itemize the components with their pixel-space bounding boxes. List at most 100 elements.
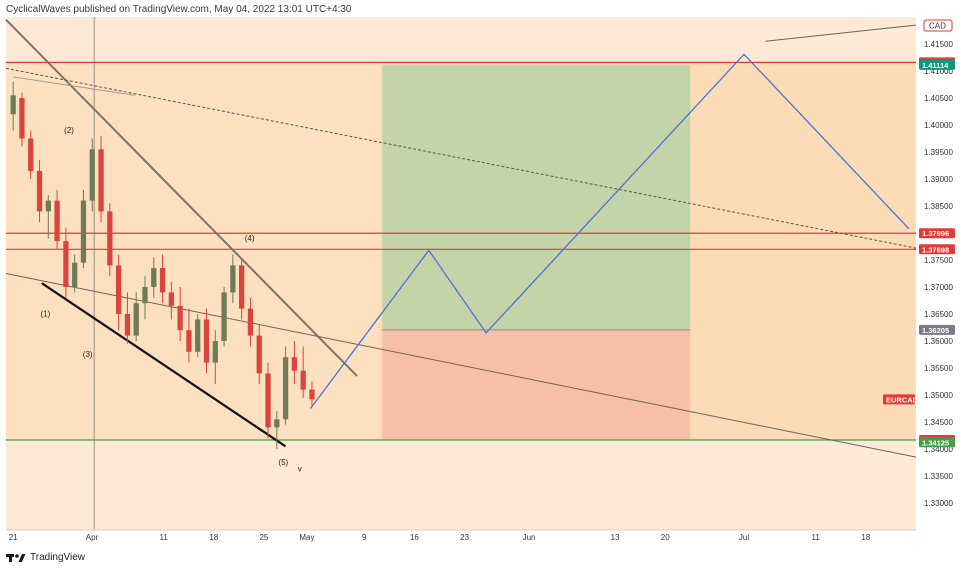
candle-8	[80, 189, 87, 269]
projection-path[interactable]	[309, 53, 910, 409]
wave-label-3: (4)	[245, 234, 255, 243]
x-tick-label: 23	[460, 533, 469, 542]
candle-body	[221, 292, 227, 341]
candle-body	[239, 265, 245, 309]
symbol-tag-label: EURCAD	[886, 395, 919, 404]
candle-33	[300, 346, 306, 398]
symbol-tag: EURCAD	[883, 394, 919, 405]
x-tick-label: 9	[362, 533, 367, 542]
candle-body	[195, 319, 201, 352]
candle-body	[89, 149, 95, 201]
candle-31	[282, 346, 289, 425]
candle-body	[45, 200, 51, 212]
candle-body	[124, 314, 131, 336]
publisher-header: CyclicalWaves published on TradingView.c…	[6, 4, 352, 15]
candle-body	[177, 305, 183, 331]
y-tick-label: 1.34500	[924, 418, 953, 427]
wave-label-2: (3)	[83, 350, 93, 359]
trend-lines[interactable]	[5, 18, 917, 458]
currency-badge: CAD	[923, 19, 953, 32]
price-tags: 1.411601.411141.379961.376981.362051.341…	[883, 19, 955, 448]
price-tag-label: 1.37698	[922, 245, 949, 254]
x-tick-label: 18	[861, 533, 870, 542]
background-zone-3	[6, 17, 916, 63]
candle-body	[10, 95, 16, 115]
candle-14	[133, 292, 139, 341]
y-tick-label: 1.39000	[924, 175, 953, 184]
y-tick-label: 1.33500	[924, 472, 953, 481]
position-loss-zone	[382, 329, 691, 441]
candle-5	[54, 189, 60, 250]
tradingview-logo-icon	[6, 553, 26, 562]
y-tick-label: 1.39500	[924, 148, 953, 157]
y-tick-label: 1.37500	[924, 256, 953, 265]
time-axis-bg	[0, 530, 960, 550]
x-tick-label: 11	[812, 533, 821, 542]
currency-badge-bg	[923, 19, 953, 32]
price-tag-label: 1.37996	[922, 229, 949, 238]
candle-body	[168, 292, 174, 306]
candle-27	[247, 297, 254, 347]
candle-body	[80, 200, 87, 263]
candle-body	[133, 303, 139, 336]
candle-body	[151, 268, 157, 287]
price-tag-1: 1.41114	[919, 59, 955, 70]
wave-labels: (1) (2) (3) (4) (5) v	[41, 126, 302, 474]
candle-body	[98, 149, 104, 212]
candle-15	[142, 276, 148, 320]
tradingview-footer[interactable]: TradingView	[6, 552, 85, 563]
price-tag-4: 1.36205	[919, 324, 955, 335]
candle-body	[265, 373, 271, 428]
y-tick-label: 1.35000	[924, 391, 953, 400]
candle-11	[107, 203, 113, 277]
candle-12	[115, 254, 122, 331]
candle-29	[265, 362, 271, 439]
candle-9	[89, 138, 95, 212]
candle-body	[212, 341, 218, 363]
candle-30	[274, 411, 280, 449]
price-tag-3: 1.37698	[919, 244, 955, 255]
candle-0	[10, 81, 16, 131]
price-tag-label: 1.36205	[922, 326, 949, 335]
position-profit-zone	[382, 64, 691, 330]
price-tag-6: 1.34125	[919, 437, 955, 448]
trend-line-2	[5, 67, 917, 249]
y-tick-label: 1.36500	[924, 310, 953, 319]
candle-4	[45, 195, 51, 239]
candle-32	[291, 341, 298, 385]
long-position-box[interactable]	[382, 64, 691, 441]
projection-polyline	[309, 53, 910, 409]
candle-21	[195, 314, 201, 358]
candle-26	[239, 260, 245, 320]
price-axis[interactable]: 1.33000 1.33500 1.34000 1.34500 1.35000 1.355…	[916, 17, 960, 530]
trend-line-4	[765, 24, 917, 42]
wave-label-0: (1)	[41, 310, 51, 319]
x-tick-label: 25	[259, 533, 268, 542]
candle-6	[63, 227, 69, 298]
y-tick-label: 1.37000	[924, 283, 953, 292]
symbol-tag-bg	[883, 394, 915, 405]
candle-19	[177, 287, 183, 341]
candle-23	[212, 330, 218, 385]
candle-body	[107, 211, 113, 266]
y-tick-label: 1.34000	[924, 445, 953, 454]
x-tick-label: 20	[661, 533, 670, 542]
candle-7	[72, 254, 78, 293]
price-tag-bg	[919, 244, 955, 255]
candle-body	[159, 268, 166, 293]
x-tick-label: Jun	[523, 533, 536, 542]
wave-label-1: (2)	[64, 126, 74, 135]
price-tag-bg	[919, 228, 955, 239]
y-tick-label: 1.33000	[924, 499, 953, 508]
time-axis[interactable]: 21 Apr 11 18 25 May 9 16 23 Jun 13 20 Jul 11 18	[0, 529, 960, 550]
x-tick-label: 13	[611, 533, 620, 542]
price-tag-label: 1.34125	[922, 438, 949, 447]
candle-3	[36, 160, 43, 223]
candle-22	[203, 308, 210, 374]
candle-body	[36, 170, 43, 212]
candle-20	[186, 308, 192, 363]
y-tick-label: 1.36000	[924, 337, 953, 346]
y-tick-label: 1.40000	[924, 121, 953, 130]
